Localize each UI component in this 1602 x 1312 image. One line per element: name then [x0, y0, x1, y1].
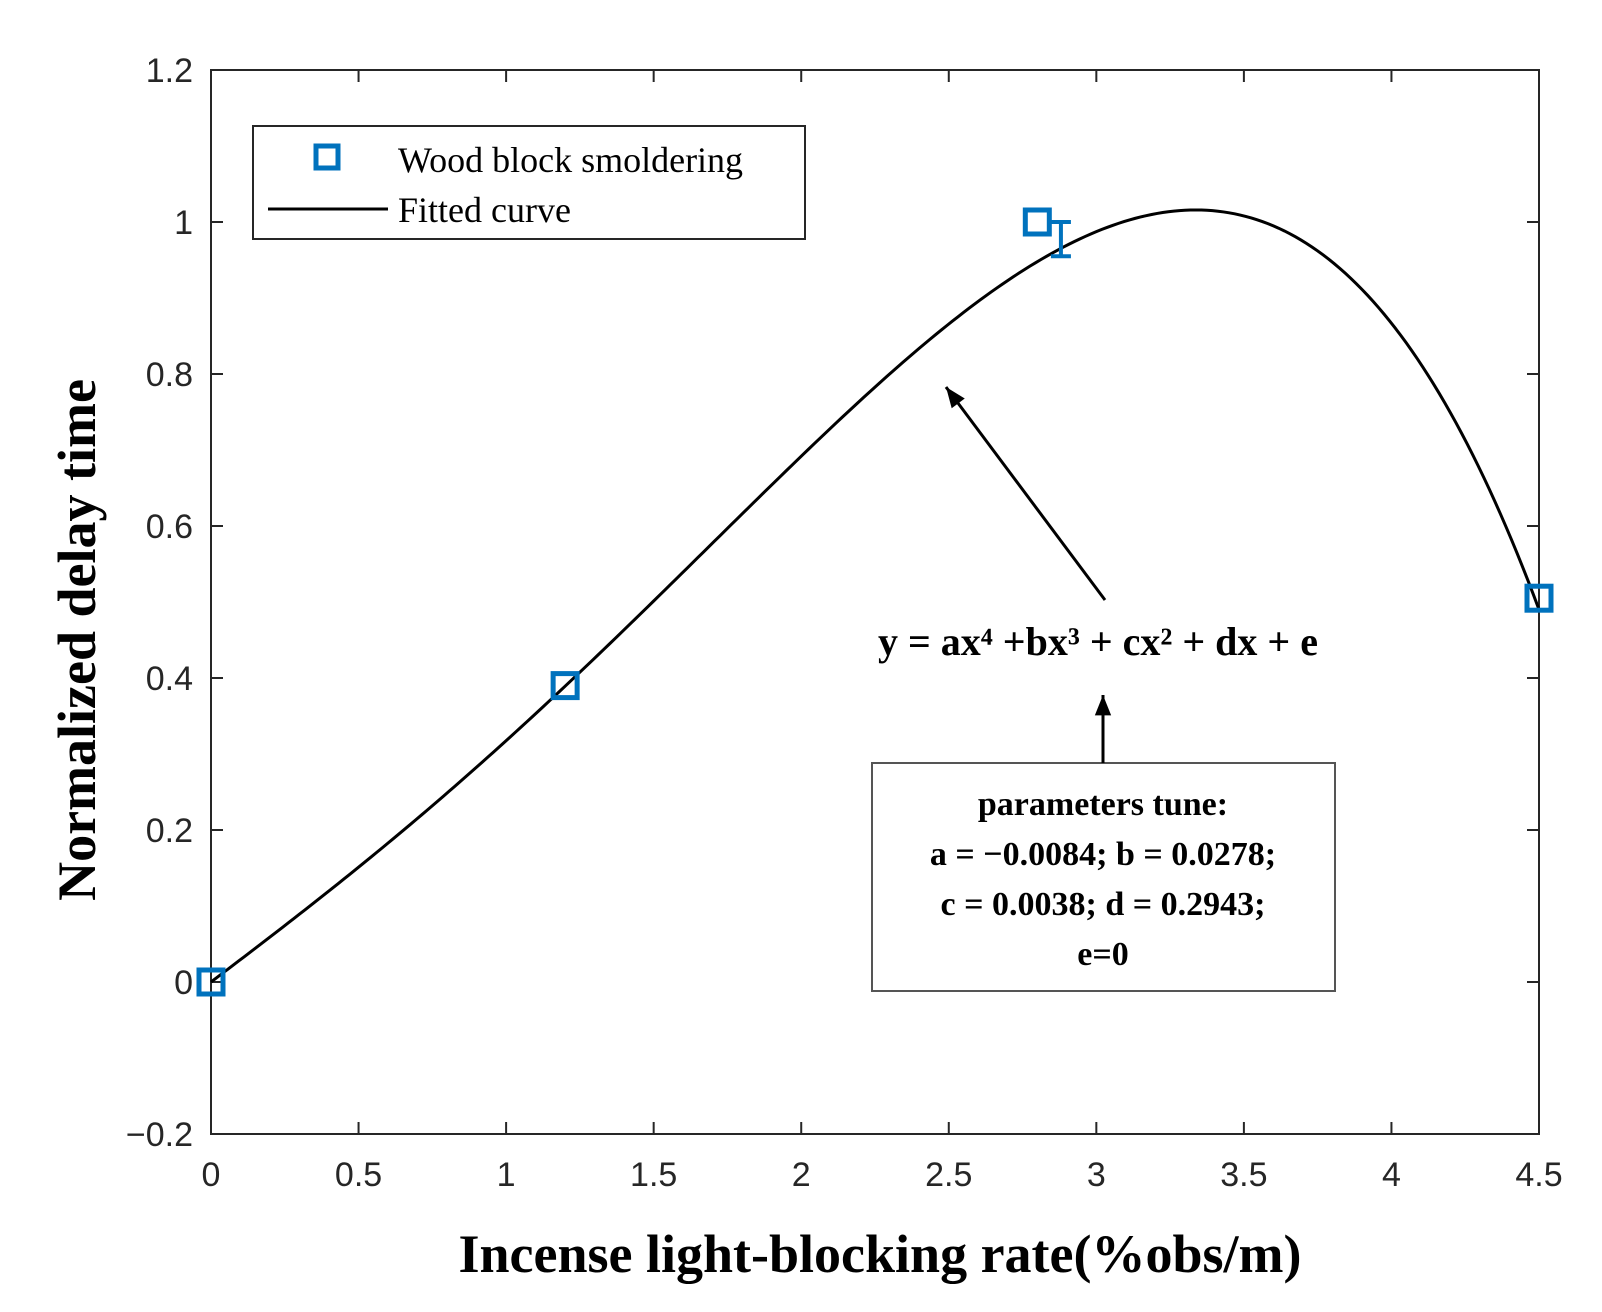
equation-label: y = ax⁴ +bx³ + cx² + dx + e — [878, 619, 1318, 664]
axes: 0 0.5 1 1.5 2 2.5 3 3.5 4 4.5−0.200.20.40.60.811.… — [126, 52, 1563, 1194]
y-tick-label: 1.2 — [146, 52, 193, 90]
x-tick-label: 1.5 — [630, 1156, 677, 1194]
x-tick-label: 4.5 — [1515, 1156, 1562, 1194]
annotation-layer: y = ax⁴ +bx³ + cx² + dx + e parameters t… — [871, 386, 1336, 992]
legend: Wood block smoldering Fitted curve — [252, 125, 806, 240]
x-tick-label: 2 — [792, 1156, 811, 1194]
y-tick-label: 1 — [174, 204, 193, 242]
x-tick-label: 0.5 — [335, 1156, 382, 1194]
params-line-3: e=0 — [1077, 936, 1128, 973]
y-axis-title: Normalized delay time — [47, 379, 107, 901]
x-tick-label: 3.5 — [1220, 1156, 1267, 1194]
marker-layer — [196, 207, 1554, 997]
parameters-box — [871, 762, 1336, 992]
fitted-curve-line — [210, 208, 1541, 984]
plot-frame — [210, 69, 1540, 1135]
data-point-marker — [550, 671, 580, 701]
x-axis-title: Incense light-blocking rate(%obs/m) — [459, 1224, 1302, 1284]
y-tick-label: 0.6 — [146, 508, 193, 546]
y-tick-label: 0.8 — [146, 356, 193, 394]
params-arrow-head — [1094, 695, 1112, 716]
legend-box — [252, 125, 806, 240]
data-point-marker — [1022, 207, 1052, 237]
legend-marker-square — [313, 143, 341, 171]
params-title: parameters tune: — [978, 786, 1228, 823]
x-tick-label: 1 — [497, 1156, 516, 1194]
x-tick-label: 3 — [1087, 1156, 1106, 1194]
params-line-1: a = −0.0084; b = 0.0278; — [930, 836, 1276, 873]
x-tick-label: 2.5 — [925, 1156, 972, 1194]
y-tick-label: 0 — [174, 964, 193, 1002]
data-point-marker — [196, 967, 226, 997]
y-tick-label: −0.2 — [126, 1116, 193, 1154]
equation-arrow — [944, 386, 1107, 601]
x-tick-label: 4 — [1382, 1156, 1401, 1194]
y-tick-label: 0.2 — [146, 812, 193, 850]
fitted-curve-layer — [210, 208, 1541, 984]
data-point-marker — [1524, 583, 1554, 613]
legend-label-fitted: Fitted curve — [398, 190, 571, 230]
x-tick-label: 0 — [202, 1156, 221, 1194]
equation-arrow-head — [946, 387, 965, 409]
params-line-2: c = 0.0038; d = 0.2943; — [941, 886, 1266, 923]
legend-label-wood: Wood block smoldering — [398, 140, 743, 180]
y-tick-label: 0.4 — [146, 660, 193, 698]
